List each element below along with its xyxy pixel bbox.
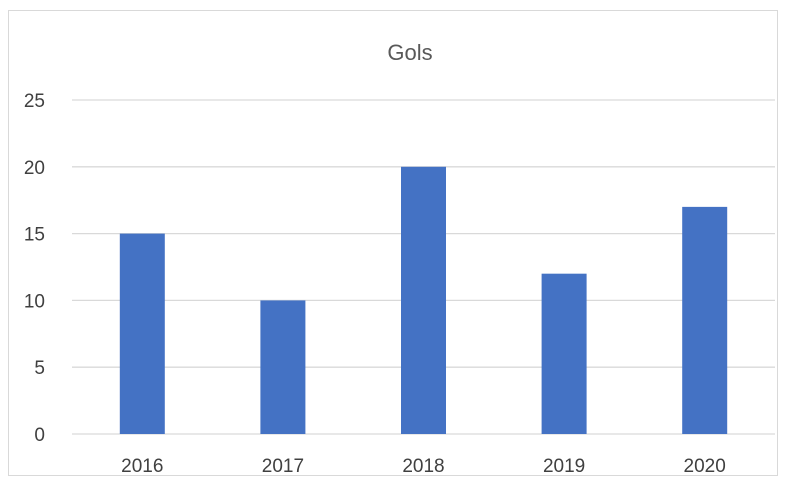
bar-2017	[260, 300, 306, 434]
y-tick-label: 15	[24, 225, 45, 246]
x-tick-label: 2017	[262, 456, 304, 477]
bar-2018	[401, 166, 446, 435]
chart-title: Gols	[387, 40, 432, 65]
y-axis-tick-labels: 0 5 10 15 20 25	[24, 91, 45, 446]
bars	[119, 166, 728, 435]
bar-2016	[119, 233, 165, 434]
bar-2020	[682, 206, 728, 434]
x-tick-label: 2016	[121, 456, 163, 477]
x-tick-label: 2020	[684, 456, 726, 477]
y-tick-label: 25	[24, 91, 45, 112]
y-tick-label: 0	[34, 425, 45, 446]
y-tick-label: 10	[24, 291, 45, 312]
y-tick-label: 20	[24, 158, 45, 179]
x-axis-tick-labels: 2016 2017 2018 2019 2020	[121, 456, 726, 477]
x-tick-label: 2019	[543, 456, 585, 477]
bar-2019	[541, 273, 587, 434]
x-tick-label: 2018	[402, 456, 444, 477]
y-tick-label: 5	[34, 358, 45, 379]
